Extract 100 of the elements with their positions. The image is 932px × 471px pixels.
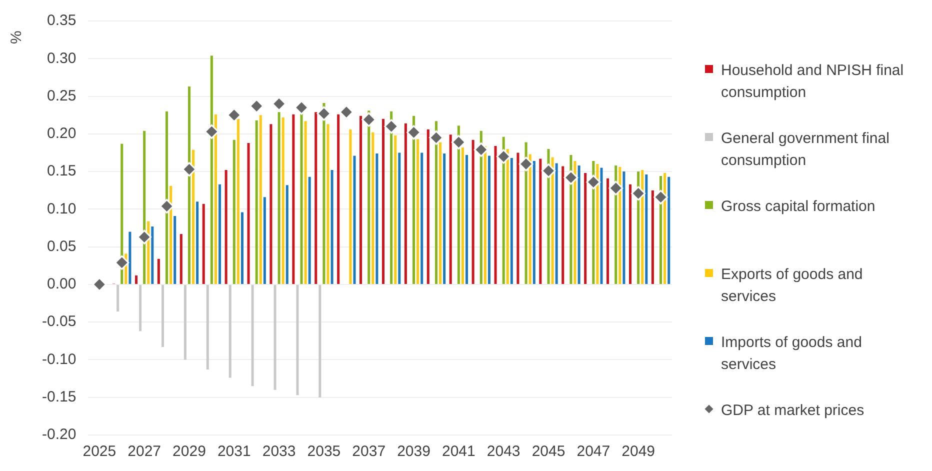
bar (214, 114, 217, 284)
bar (236, 118, 240, 284)
bar (151, 226, 154, 284)
bar (466, 154, 468, 284)
point (316, 106, 332, 121)
bar (349, 129, 352, 284)
x-tick-label: 2027 (128, 443, 162, 460)
bar (618, 167, 622, 284)
x-tick-label: 2025 (82, 443, 116, 460)
bar (240, 212, 244, 284)
point (518, 156, 534, 172)
bar (180, 234, 182, 284)
bar (296, 284, 299, 396)
x-tick-label: 2033 (262, 443, 296, 460)
x-tick-label: 2029 (172, 443, 206, 460)
y-tick-label: -0.05 (42, 313, 76, 330)
point (249, 98, 264, 114)
bar (472, 140, 474, 284)
bar (390, 111, 393, 284)
x-tick-label: 2049 (622, 443, 656, 460)
bar (286, 185, 288, 284)
bar (398, 152, 401, 284)
bar (282, 117, 284, 284)
y-tick-label: 0.35 (46, 12, 76, 30)
y-axis-title: % (8, 30, 25, 44)
bar (174, 216, 176, 284)
bar (426, 129, 430, 284)
point (182, 162, 196, 177)
bar (578, 166, 580, 284)
bar (292, 114, 295, 284)
x-tick-label: 2043 (486, 443, 520, 460)
point (654, 190, 668, 204)
point (541, 164, 556, 178)
bar (360, 116, 362, 284)
bar (120, 144, 124, 284)
bar (664, 173, 666, 284)
bar (134, 275, 138, 284)
bar (251, 284, 254, 386)
bar (416, 139, 420, 284)
bar (606, 178, 610, 284)
x-tick-label: 2039 (397, 443, 430, 460)
bar (562, 166, 564, 284)
bar (255, 120, 258, 284)
point (496, 149, 511, 164)
bar (314, 112, 318, 284)
bar (555, 163, 558, 284)
bar (420, 152, 424, 284)
bar (224, 170, 228, 284)
bar (170, 186, 172, 284)
point (384, 119, 399, 134)
bar (488, 156, 490, 284)
bar (326, 124, 330, 284)
bar (574, 161, 576, 284)
point (428, 130, 444, 145)
legend-label: GDP at market prices (721, 401, 864, 421)
bar (641, 170, 644, 284)
bar (443, 153, 446, 284)
bar (394, 135, 397, 284)
x-tick-label: 2035 (307, 443, 341, 460)
bar (143, 130, 146, 284)
point (586, 174, 601, 190)
bar (128, 232, 132, 284)
bar (516, 152, 520, 284)
bar (161, 284, 164, 347)
x-tick-label: 2045 (532, 443, 566, 460)
bar (263, 197, 266, 284)
point (451, 134, 466, 150)
bar (116, 284, 120, 312)
bar (494, 146, 497, 284)
legend-label: Exports of goods and services (721, 265, 864, 307)
bar (510, 158, 513, 284)
y-tick-label: 0.10 (46, 200, 76, 218)
bar (668, 176, 670, 284)
bar (322, 103, 326, 284)
x-tick-label: 2041 (442, 443, 476, 460)
bar (270, 124, 272, 284)
x-tick-label: 2047 (576, 443, 610, 460)
bar (449, 134, 452, 284)
bar (457, 126, 460, 284)
point (631, 186, 646, 201)
bar (318, 284, 322, 398)
point (204, 124, 219, 139)
bar (382, 118, 384, 284)
y-tick-label: 0.20 (46, 125, 76, 142)
bar (304, 121, 307, 284)
y-tick-label: 0.25 (46, 87, 76, 104)
point (608, 180, 624, 196)
bar (484, 146, 486, 284)
bar (439, 142, 442, 284)
bar (376, 153, 378, 284)
bar (202, 204, 205, 284)
bar (528, 154, 532, 284)
bar (192, 150, 195, 284)
bar (188, 86, 190, 284)
point (564, 170, 578, 185)
legend-label: Imports of goods and services (721, 333, 863, 375)
bar (404, 123, 407, 284)
bar (218, 184, 222, 284)
point (114, 255, 130, 270)
bar (551, 157, 554, 284)
